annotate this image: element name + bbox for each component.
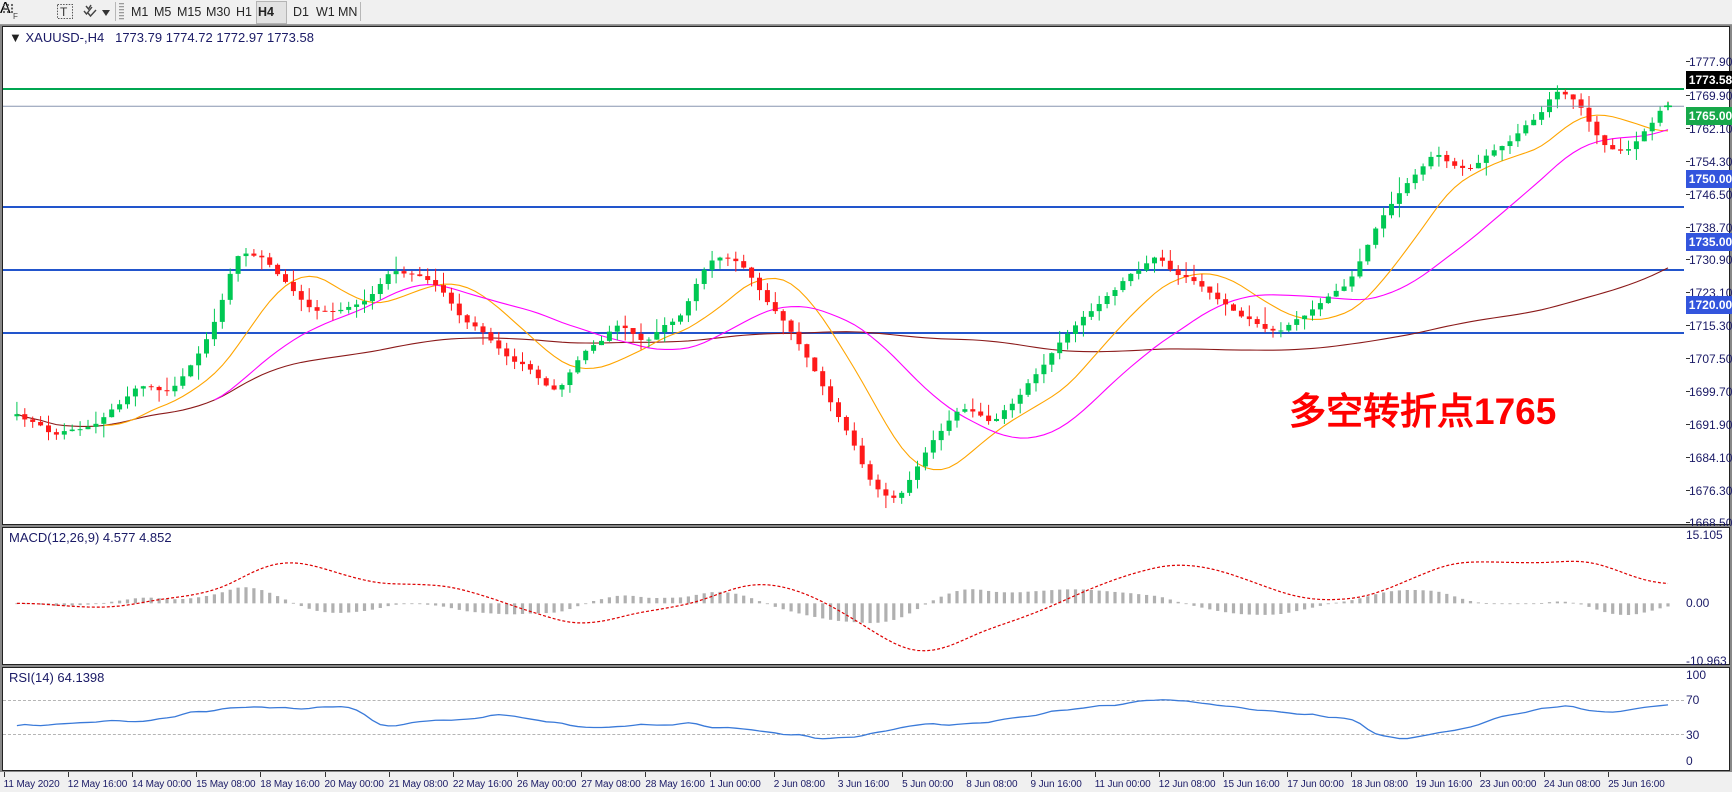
svg-text:F: F [13,12,18,21]
svg-text:T: T [60,5,68,19]
